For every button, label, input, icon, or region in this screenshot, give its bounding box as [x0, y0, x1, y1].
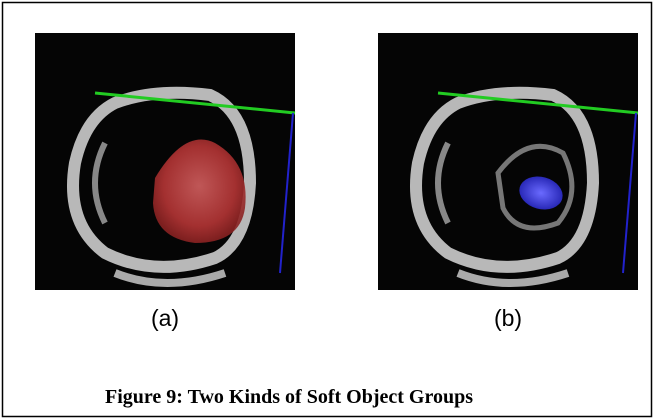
panel-label: (b)	[494, 305, 522, 331]
page: (a) (b) Figure 9: Two Kinds of Soft Obje…	[0, 0, 654, 419]
image-panel	[378, 33, 638, 290]
figure: (a) (b) Figure 9: Two Kinds of Soft Obje…	[0, 0, 654, 419]
panel-label: (a)	[151, 305, 179, 331]
image-panel	[35, 33, 295, 290]
caption: Figure 9: Two Kinds of Soft Object Group…	[105, 386, 473, 408]
